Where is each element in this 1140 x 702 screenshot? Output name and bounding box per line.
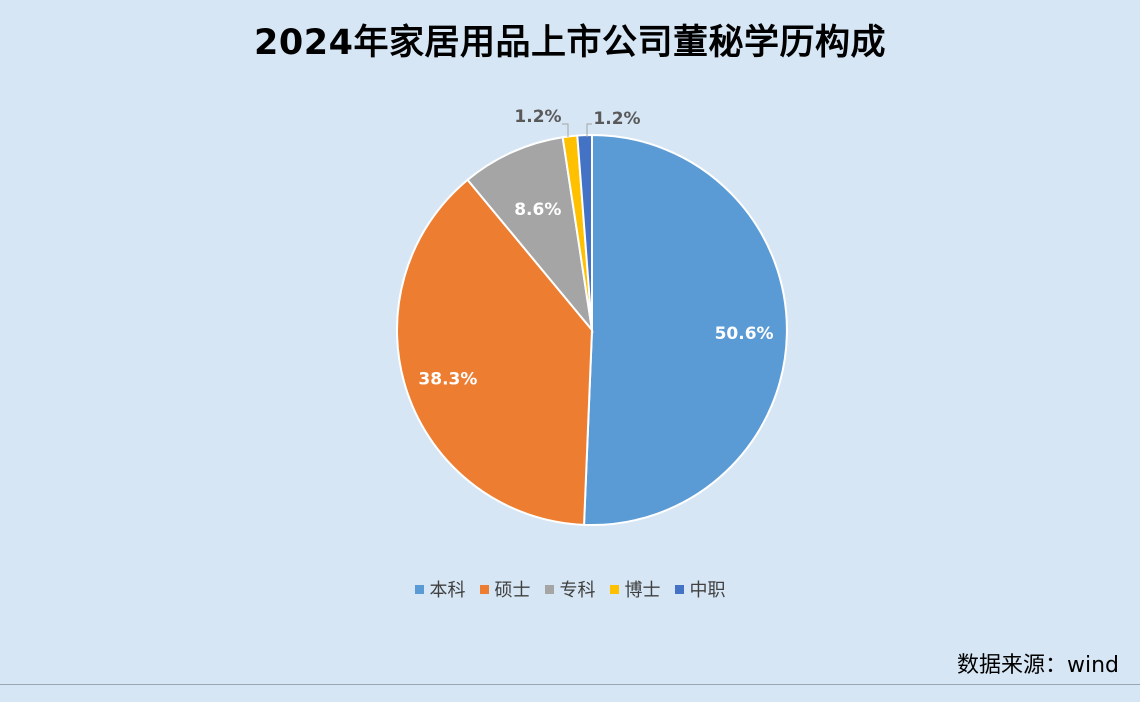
pie-slice [396, 178, 594, 526]
source-note: 数据来源：wind [956, 653, 1119, 678]
legend-label: 本科 [429, 580, 466, 601]
pie-slice [576, 133, 593, 331]
legend-item: 硕士 [479, 576, 531, 602]
data-label: 38.3% [418, 370, 477, 390]
leader-line [562, 123, 569, 137]
legend-item: 中职 [674, 576, 726, 602]
bottom-divider [0, 684, 1140, 685]
legend-swatch [414, 584, 424, 594]
legend-label: 博士 [624, 580, 661, 601]
legend-item: 专科 [544, 576, 596, 602]
legend-label: 中职 [689, 580, 726, 601]
leader-line [586, 123, 592, 137]
data-label: 50.6% [715, 324, 774, 344]
legend-item: 博士 [609, 576, 661, 602]
pie-slice [582, 133, 788, 526]
legend: 本科 硕士 专科 博士 中职 [0, 576, 1140, 602]
legend-item: 本科 [414, 576, 466, 602]
legend-label: 专科 [559, 580, 596, 601]
chart-title: 2024年家居用品上市公司董秘学历构成 [254, 23, 886, 63]
legend-label: 硕士 [494, 580, 531, 601]
data-label: 1.2% [514, 107, 561, 127]
pie-slice [466, 136, 594, 334]
legend-swatch [609, 584, 619, 594]
data-label: 8.6% [514, 200, 561, 220]
legend-swatch [674, 584, 684, 594]
legend-swatch [544, 584, 554, 594]
legend-swatch [479, 584, 489, 594]
data-label: 1.2% [593, 109, 640, 129]
